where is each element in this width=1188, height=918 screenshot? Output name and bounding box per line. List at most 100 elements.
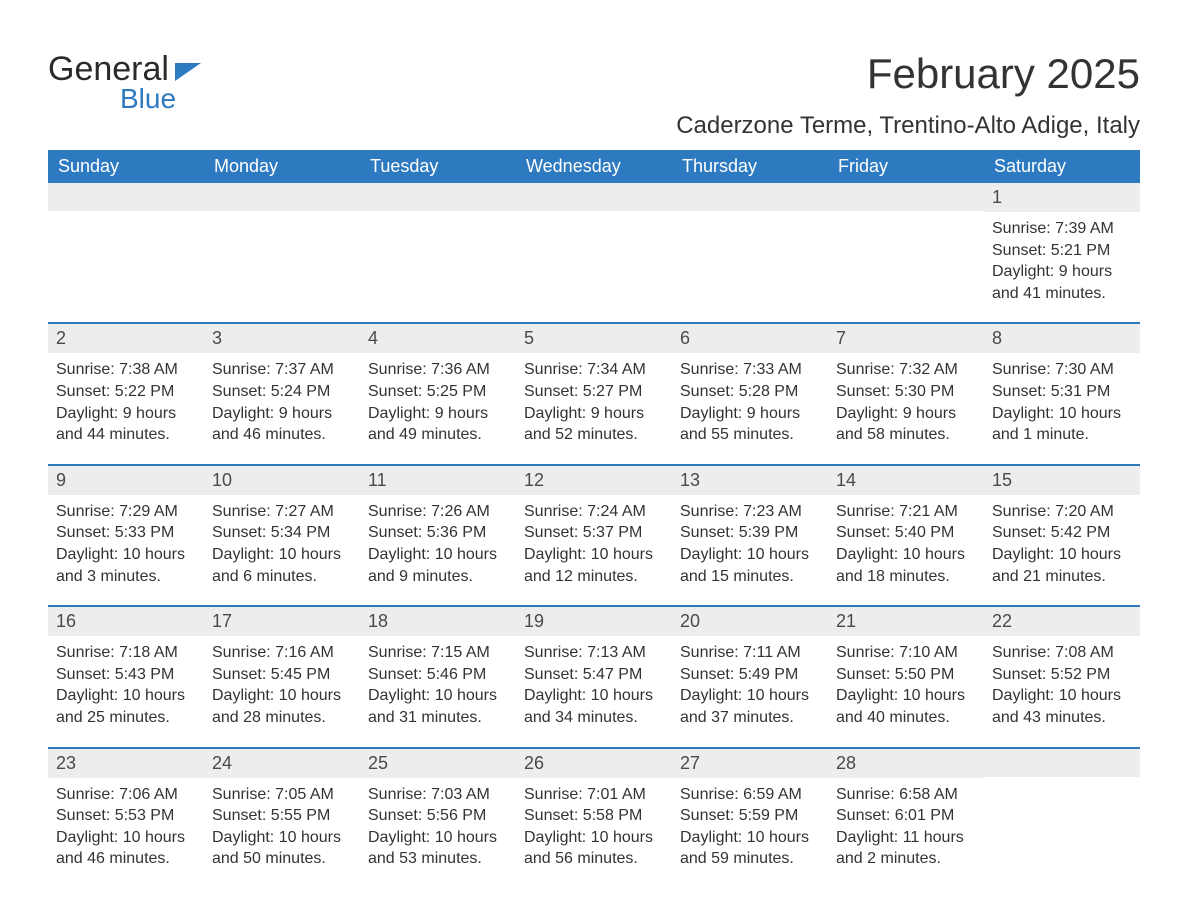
sunrise-text: Sunrise: 7:08 AM — [992, 642, 1132, 664]
day-details: Sunrise: 7:36 AMSunset: 5:25 PMDaylight:… — [360, 353, 516, 445]
calendar-cell — [360, 183, 516, 304]
daylight-text: Daylight: 10 hours and 37 minutes. — [680, 685, 820, 728]
calendar-cell: 21Sunrise: 7:10 AMSunset: 5:50 PMDayligh… — [828, 607, 984, 728]
daylight-text: Daylight: 10 hours and 50 minutes. — [212, 827, 352, 870]
day-details: Sunrise: 7:29 AMSunset: 5:33 PMDaylight:… — [48, 495, 204, 587]
day-number: 22 — [984, 607, 1140, 636]
calendar-week: 9Sunrise: 7:29 AMSunset: 5:33 PMDaylight… — [48, 464, 1140, 587]
daylight-text: Daylight: 9 hours and 46 minutes. — [212, 403, 352, 446]
day-number: 7 — [828, 324, 984, 353]
daylight-text: Daylight: 10 hours and 12 minutes. — [524, 544, 664, 587]
daylight-text: Daylight: 10 hours and 25 minutes. — [56, 685, 196, 728]
day-header: Tuesday — [360, 150, 516, 183]
sunset-text: Sunset: 5:42 PM — [992, 522, 1132, 544]
sunrise-text: Sunrise: 7:27 AM — [212, 501, 352, 523]
sunrise-text: Sunrise: 7:30 AM — [992, 359, 1132, 381]
calendar-cell: 4Sunrise: 7:36 AMSunset: 5:25 PMDaylight… — [360, 324, 516, 445]
sunrise-text: Sunrise: 7:36 AM — [368, 359, 508, 381]
sunrise-text: Sunrise: 7:13 AM — [524, 642, 664, 664]
daylight-text: Daylight: 9 hours and 41 minutes. — [992, 261, 1132, 304]
day-details: Sunrise: 7:13 AMSunset: 5:47 PMDaylight:… — [516, 636, 672, 728]
daylight-text: Daylight: 10 hours and 6 minutes. — [212, 544, 352, 587]
sunset-text: Sunset: 5:56 PM — [368, 805, 508, 827]
day-number: 10 — [204, 466, 360, 495]
daylight-text: Daylight: 10 hours and 53 minutes. — [368, 827, 508, 870]
sunset-text: Sunset: 5:21 PM — [992, 240, 1132, 262]
day-number: 18 — [360, 607, 516, 636]
day-header: Wednesday — [516, 150, 672, 183]
calendar-cell: 3Sunrise: 7:37 AMSunset: 5:24 PMDaylight… — [204, 324, 360, 445]
calendar-cell: 16Sunrise: 7:18 AMSunset: 5:43 PMDayligh… — [48, 607, 204, 728]
day-number: 15 — [984, 466, 1140, 495]
calendar-cell: 11Sunrise: 7:26 AMSunset: 5:36 PMDayligh… — [360, 466, 516, 587]
calendar-cell: 8Sunrise: 7:30 AMSunset: 5:31 PMDaylight… — [984, 324, 1140, 445]
daylight-text: Daylight: 9 hours and 49 minutes. — [368, 403, 508, 446]
day-details: Sunrise: 7:01 AMSunset: 5:58 PMDaylight:… — [516, 778, 672, 870]
sunset-text: Sunset: 5:24 PM — [212, 381, 352, 403]
sunrise-text: Sunrise: 6:59 AM — [680, 784, 820, 806]
day-details: Sunrise: 7:20 AMSunset: 5:42 PMDaylight:… — [984, 495, 1140, 587]
day-details: Sunrise: 7:11 AMSunset: 5:49 PMDaylight:… — [672, 636, 828, 728]
day-number — [516, 183, 672, 211]
day-details: Sunrise: 7:08 AMSunset: 5:52 PMDaylight:… — [984, 636, 1140, 728]
day-number: 20 — [672, 607, 828, 636]
sunset-text: Sunset: 5:49 PM — [680, 664, 820, 686]
sunset-text: Sunset: 5:37 PM — [524, 522, 664, 544]
day-header-row: SundayMondayTuesdayWednesdayThursdayFrid… — [48, 150, 1140, 183]
sunset-text: Sunset: 5:33 PM — [56, 522, 196, 544]
sunset-text: Sunset: 5:58 PM — [524, 805, 664, 827]
sunrise-text: Sunrise: 7:20 AM — [992, 501, 1132, 523]
sunrise-text: Sunrise: 7:15 AM — [368, 642, 508, 664]
day-details: Sunrise: 7:18 AMSunset: 5:43 PMDaylight:… — [48, 636, 204, 728]
day-header: Saturday — [984, 150, 1140, 183]
sunset-text: Sunset: 5:25 PM — [368, 381, 508, 403]
calendar-week: 2Sunrise: 7:38 AMSunset: 5:22 PMDaylight… — [48, 322, 1140, 445]
day-number — [672, 183, 828, 211]
day-number: 9 — [48, 466, 204, 495]
calendar-cell: 12Sunrise: 7:24 AMSunset: 5:37 PMDayligh… — [516, 466, 672, 587]
day-number — [48, 183, 204, 211]
calendar-cell: 9Sunrise: 7:29 AMSunset: 5:33 PMDaylight… — [48, 466, 204, 587]
daylight-text: Daylight: 10 hours and 56 minutes. — [524, 827, 664, 870]
calendar-cell: 27Sunrise: 6:59 AMSunset: 5:59 PMDayligh… — [672, 749, 828, 870]
sunrise-text: Sunrise: 7:26 AM — [368, 501, 508, 523]
brand-triangle-icon — [175, 63, 201, 81]
calendar-cell: 19Sunrise: 7:13 AMSunset: 5:47 PMDayligh… — [516, 607, 672, 728]
day-number: 17 — [204, 607, 360, 636]
sunrise-text: Sunrise: 7:06 AM — [56, 784, 196, 806]
calendar-cell: 13Sunrise: 7:23 AMSunset: 5:39 PMDayligh… — [672, 466, 828, 587]
daylight-text: Daylight: 9 hours and 58 minutes. — [836, 403, 976, 446]
day-number: 23 — [48, 749, 204, 778]
sunrise-text: Sunrise: 7:39 AM — [992, 218, 1132, 240]
daylight-text: Daylight: 9 hours and 55 minutes. — [680, 403, 820, 446]
day-number: 25 — [360, 749, 516, 778]
calendar-cell: 26Sunrise: 7:01 AMSunset: 5:58 PMDayligh… — [516, 749, 672, 870]
day-details: Sunrise: 7:21 AMSunset: 5:40 PMDaylight:… — [828, 495, 984, 587]
day-details: Sunrise: 7:27 AMSunset: 5:34 PMDaylight:… — [204, 495, 360, 587]
day-details: Sunrise: 7:10 AMSunset: 5:50 PMDaylight:… — [828, 636, 984, 728]
sunset-text: Sunset: 5:52 PM — [992, 664, 1132, 686]
calendar-cell — [516, 183, 672, 304]
day-header: Thursday — [672, 150, 828, 183]
daylight-text: Daylight: 10 hours and 28 minutes. — [212, 685, 352, 728]
sunset-text: Sunset: 5:50 PM — [836, 664, 976, 686]
daylight-text: Daylight: 9 hours and 52 minutes. — [524, 403, 664, 446]
calendar-cell: 18Sunrise: 7:15 AMSunset: 5:46 PMDayligh… — [360, 607, 516, 728]
calendar-cell: 17Sunrise: 7:16 AMSunset: 5:45 PMDayligh… — [204, 607, 360, 728]
calendar-cell: 10Sunrise: 7:27 AMSunset: 5:34 PMDayligh… — [204, 466, 360, 587]
day-number: 14 — [828, 466, 984, 495]
calendar-cell — [828, 183, 984, 304]
sunrise-text: Sunrise: 7:21 AM — [836, 501, 976, 523]
day-header: Friday — [828, 150, 984, 183]
day-details: Sunrise: 7:06 AMSunset: 5:53 PMDaylight:… — [48, 778, 204, 870]
day-details: Sunrise: 7:37 AMSunset: 5:24 PMDaylight:… — [204, 353, 360, 445]
page-title: February 2025 — [676, 50, 1140, 98]
calendar-cell: 25Sunrise: 7:03 AMSunset: 5:56 PMDayligh… — [360, 749, 516, 870]
sunset-text: Sunset: 5:31 PM — [992, 381, 1132, 403]
sunset-text: Sunset: 5:27 PM — [524, 381, 664, 403]
sunset-text: Sunset: 5:55 PM — [212, 805, 352, 827]
sunrise-text: Sunrise: 7:33 AM — [680, 359, 820, 381]
day-details: Sunrise: 7:26 AMSunset: 5:36 PMDaylight:… — [360, 495, 516, 587]
sunrise-text: Sunrise: 7:11 AM — [680, 642, 820, 664]
daylight-text: Daylight: 9 hours and 44 minutes. — [56, 403, 196, 446]
